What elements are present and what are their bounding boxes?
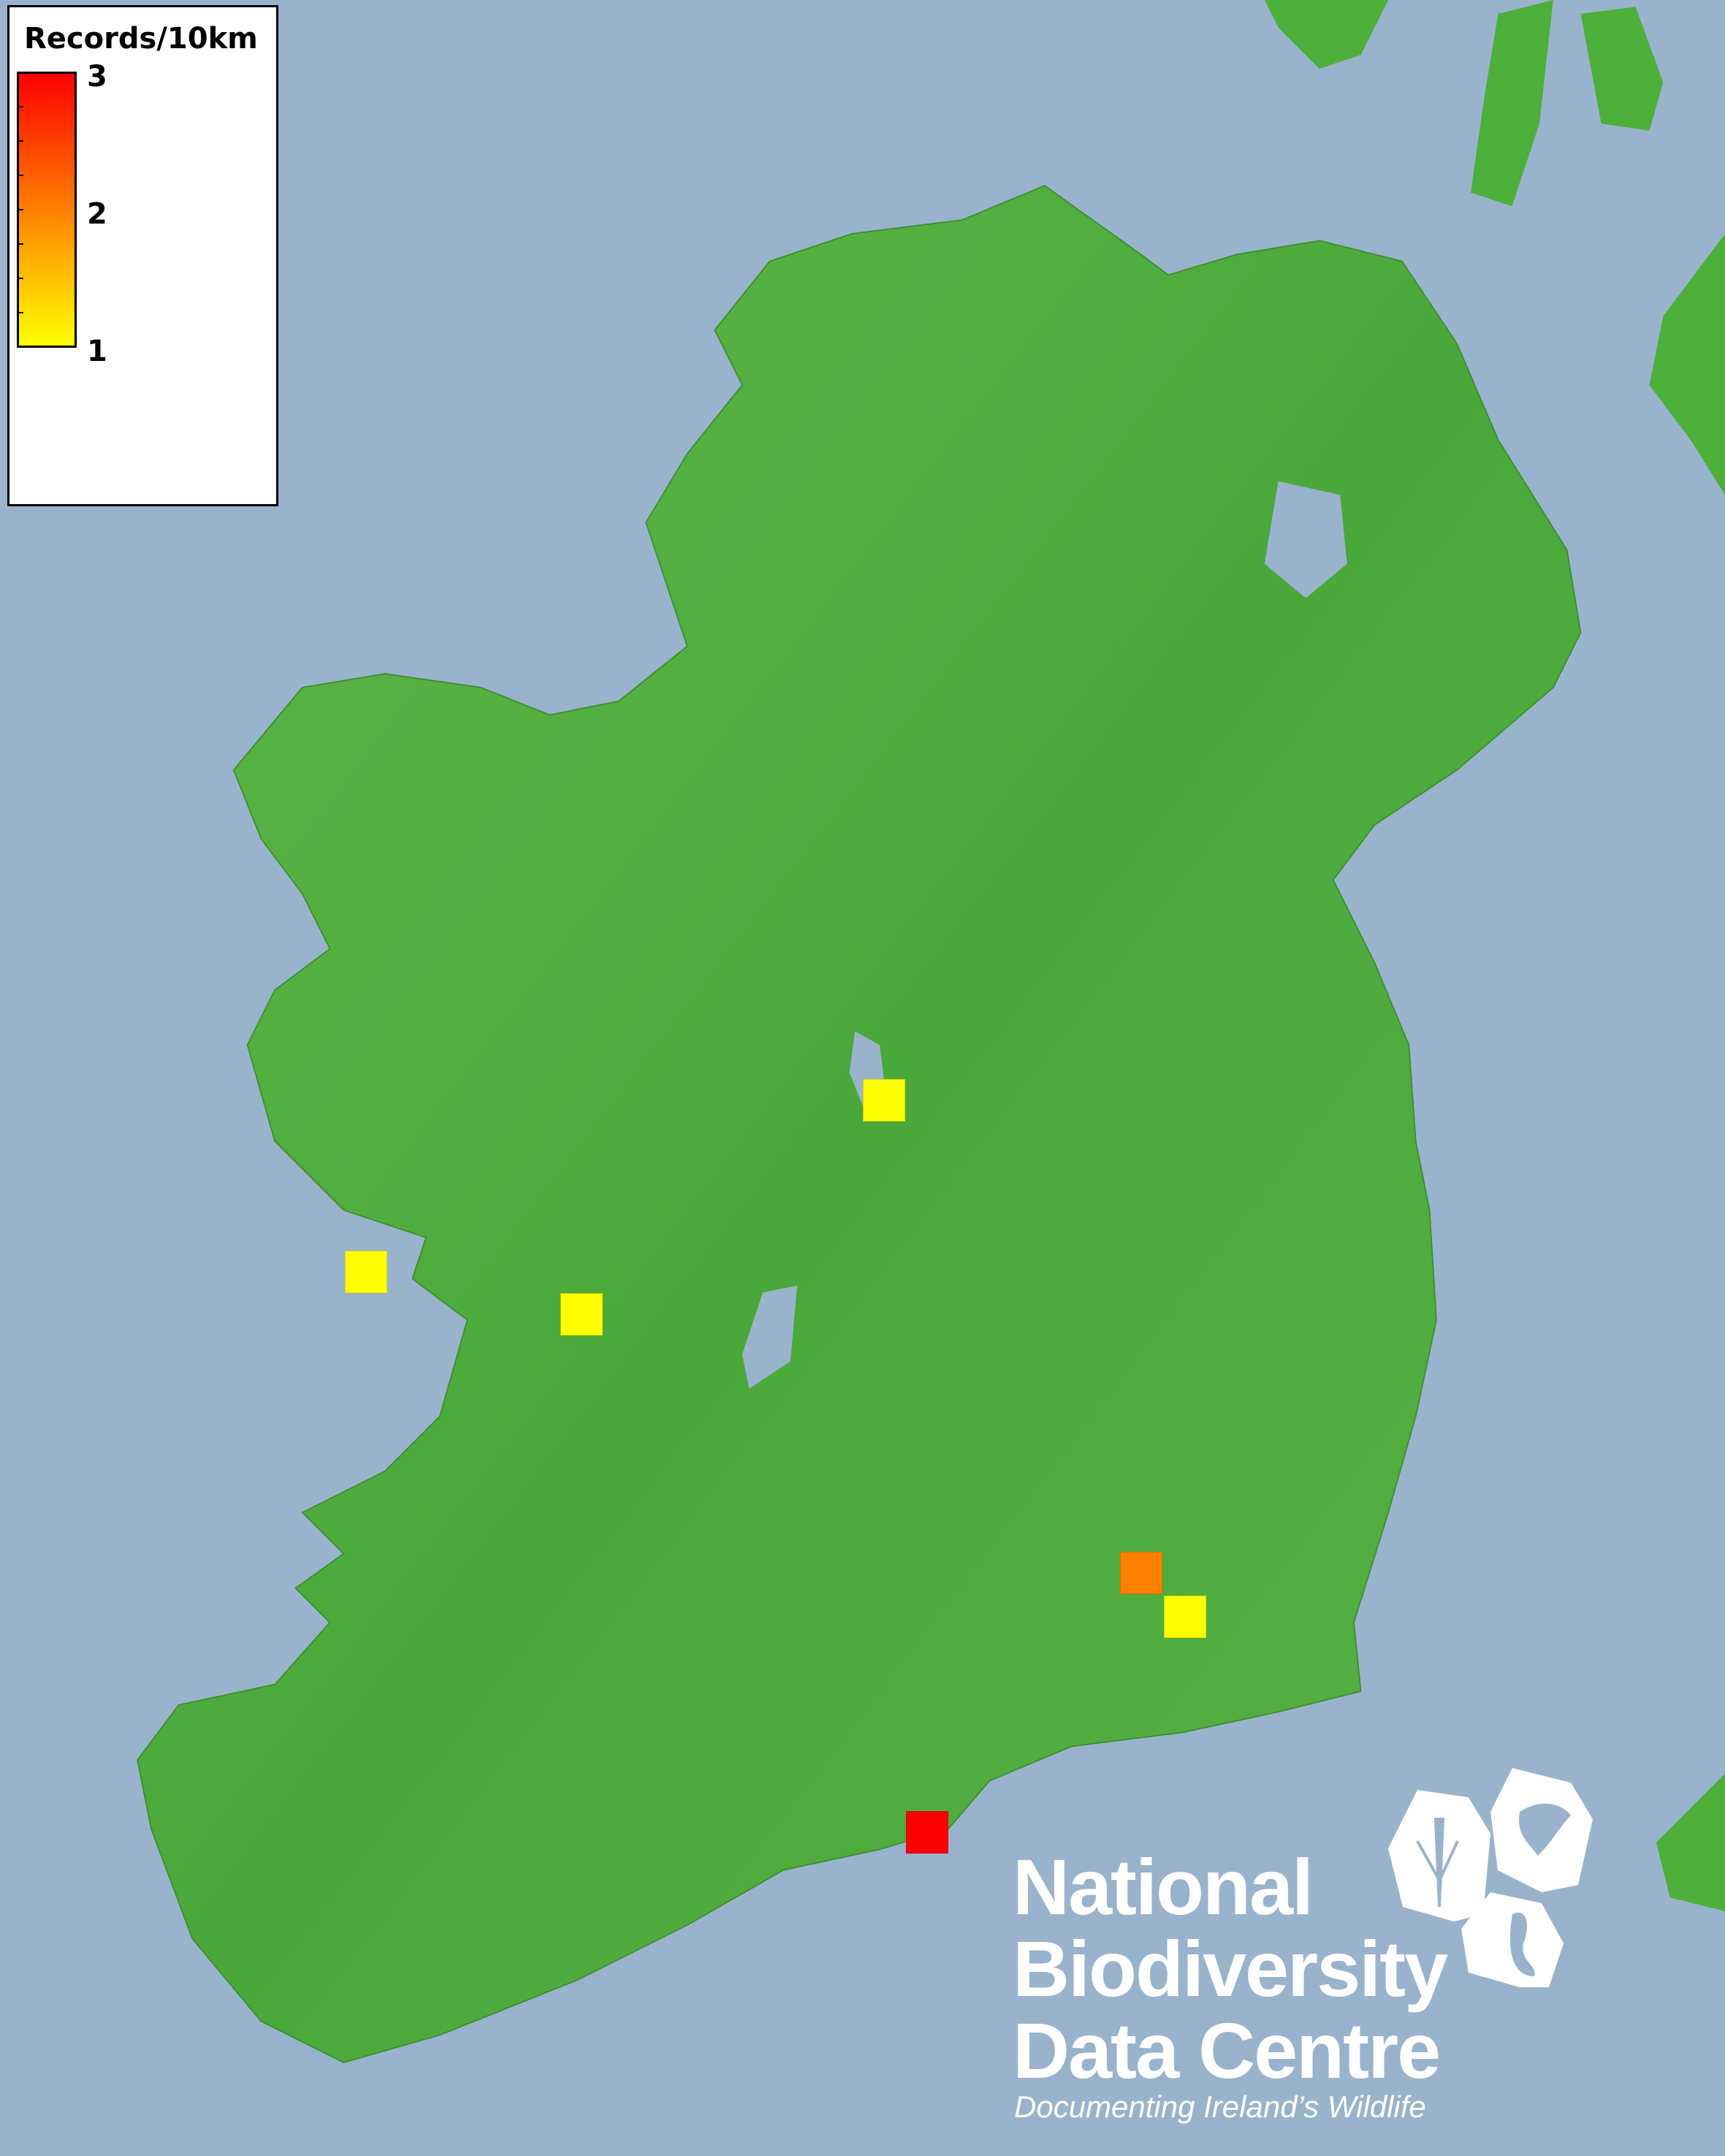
scale-tick [19, 243, 23, 245]
record-cell[interactable] [906, 1811, 948, 1854]
scale-tick [19, 278, 23, 279]
record-cell[interactable] [345, 1251, 387, 1293]
logo-tagline: Documenting Ireland’s Wildlife [1014, 2090, 1426, 2124]
legend: Records/10km 3 2 1 [7, 5, 278, 506]
legend-title: Records/10km [24, 22, 258, 56]
record-cell[interactable] [1120, 1552, 1162, 1594]
color-scale-bar [17, 72, 77, 348]
record-cell[interactable] [1164, 1596, 1206, 1638]
scale-mid-label: 2 [87, 197, 107, 231]
logo-hexagons-icon [1388, 1768, 1593, 1987]
record-cell[interactable] [560, 1293, 603, 1336]
scale-tick [19, 106, 23, 107]
scotland-mainland [1649, 233, 1725, 495]
scottish-island [1470, 0, 1553, 207]
scale-tick [19, 209, 23, 210]
logo-line-3: Data Centre [1013, 2006, 1441, 2095]
scotland-coast [1264, 0, 1389, 69]
scale-tick [19, 175, 23, 176]
logo-line-2: Biodiversity [1013, 1924, 1448, 2013]
lough-derg [742, 1285, 798, 1389]
scale-min-label: 1 [87, 335, 107, 368]
scottish-island [1580, 7, 1664, 131]
logo-line-1: National [1013, 1843, 1314, 1931]
scale-tick [19, 312, 23, 313]
isle-of-man [1656, 1773, 1725, 1912]
scale-max-label: 3 [87, 60, 107, 94]
scale-tick [19, 140, 23, 142]
ireland-landmass [137, 185, 1582, 2064]
record-cell[interactable] [863, 1079, 905, 1121]
lough-neagh [1264, 481, 1347, 598]
